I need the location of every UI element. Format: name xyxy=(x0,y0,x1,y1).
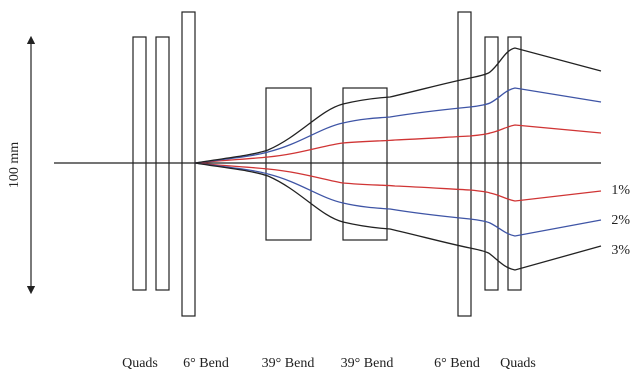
label-bend-6-right: 6° Bend xyxy=(434,356,480,371)
bend-39-b xyxy=(342,87,388,241)
quad-right-2 xyxy=(507,36,522,291)
label-quads-left: Quads xyxy=(122,356,158,371)
quad-left-1 xyxy=(132,36,147,291)
label-bend-39-b: 39° Bend xyxy=(341,356,394,371)
label-bend-6-left: 6° Bend xyxy=(183,356,229,371)
quad-left-2 xyxy=(155,36,170,291)
quad-right-1 xyxy=(484,36,499,291)
trajectory-label-2pct: 2% xyxy=(611,213,630,228)
trajectory-1pct-upper xyxy=(194,124,602,164)
bend-6-right xyxy=(457,11,472,317)
trajectory-label-1pct: 1% xyxy=(611,183,630,198)
trajectory-label-3pct: 3% xyxy=(611,243,630,258)
bend-6-left xyxy=(181,11,196,317)
trajectory-1pct-lower xyxy=(194,162,602,202)
trajectory-3pct-upper xyxy=(194,47,602,164)
trajectory-3pct-lower xyxy=(194,162,602,271)
label-bend-39-a: 39° Bend xyxy=(262,356,315,371)
bend-39-a xyxy=(265,87,312,241)
trajectory-2pct-lower xyxy=(194,162,602,237)
label-quads-right: Quads xyxy=(500,356,536,371)
scale-label: 100 mm xyxy=(7,142,22,188)
trajectory-2pct-upper xyxy=(194,87,602,164)
